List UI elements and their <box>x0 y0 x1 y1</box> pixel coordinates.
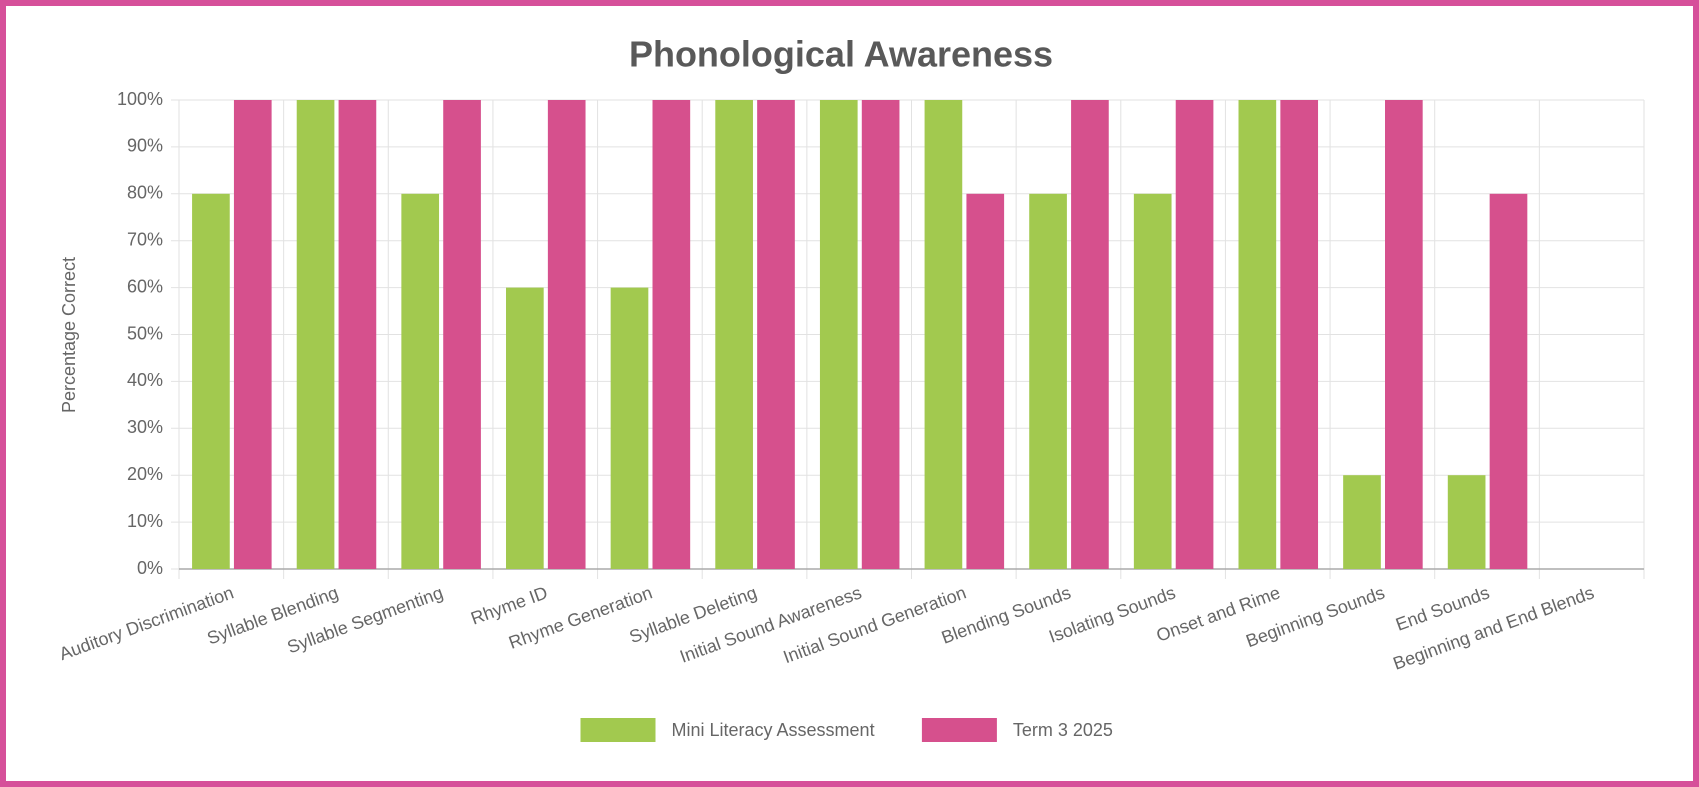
bar <box>610 287 649 569</box>
bar <box>1343 475 1381 569</box>
y-tick-label: 40% <box>127 370 163 390</box>
bar <box>296 100 335 569</box>
bar <box>652 100 691 569</box>
bar <box>1133 193 1172 570</box>
y-tick-label: 30% <box>127 417 163 437</box>
y-tick-label: 90% <box>127 136 163 156</box>
bar <box>233 100 272 569</box>
bar <box>506 287 544 569</box>
bar <box>443 100 481 569</box>
bar <box>192 193 230 570</box>
legend-swatch <box>921 718 997 742</box>
y-tick-label: 50% <box>127 323 163 343</box>
bar <box>1447 475 1486 569</box>
bar <box>338 100 377 569</box>
y-tick-label: 20% <box>127 464 163 484</box>
bar <box>715 100 753 569</box>
legend-label: Term 3 2025 <box>1013 720 1113 740</box>
bar <box>1238 100 1277 569</box>
legend-swatch <box>580 718 656 742</box>
y-tick-label: 0% <box>137 558 163 578</box>
bar <box>401 193 440 570</box>
y-tick-label: 70% <box>127 229 163 249</box>
chart-title: Phonological Awareness <box>629 34 1053 75</box>
y-tick-label: 100% <box>117 89 163 109</box>
bar <box>1385 100 1423 569</box>
bar <box>819 100 858 569</box>
y-tick-label: 10% <box>127 511 163 531</box>
bar <box>861 100 900 569</box>
y-axis-label: Percentage Correct <box>59 257 79 413</box>
bar <box>1029 193 1067 570</box>
bar <box>757 100 795 569</box>
bar <box>1071 100 1109 569</box>
bar <box>966 193 1005 570</box>
y-tick-label: 60% <box>127 276 163 296</box>
bar <box>924 100 963 569</box>
bar <box>1175 100 1214 569</box>
y-tick-label: 80% <box>127 183 163 203</box>
bar <box>1280 100 1319 569</box>
legend-label: Mini Literacy Assessment <box>672 720 875 740</box>
bar <box>1489 193 1528 570</box>
bar <box>547 100 586 569</box>
